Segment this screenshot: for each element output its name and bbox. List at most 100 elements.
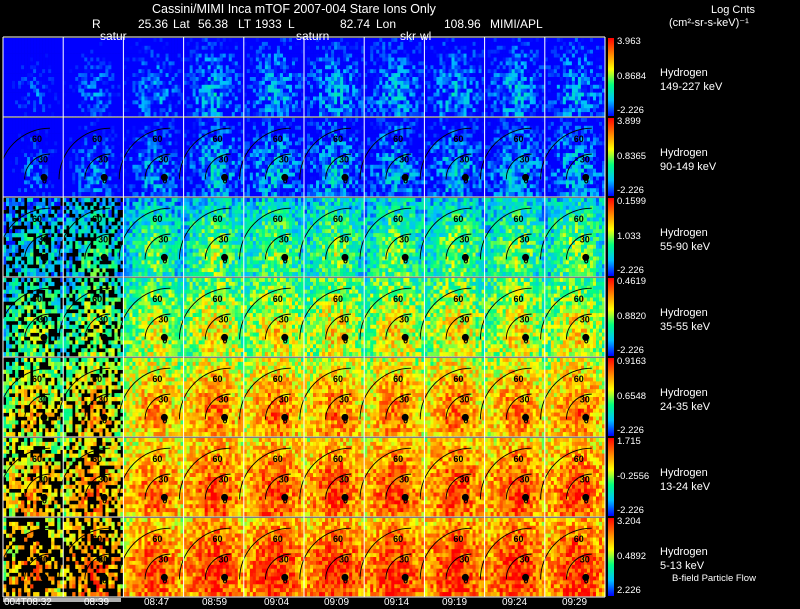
cbar-max-3: 0.4619 xyxy=(617,277,646,287)
contour-label: 30 xyxy=(279,235,289,245)
contour-label: 30 xyxy=(38,475,48,485)
cbar-max-2: 0.1599 xyxy=(617,197,646,207)
colorbar-1 xyxy=(608,118,614,196)
cbar-min-0: -2.226 xyxy=(617,106,644,116)
contour-label: 60 xyxy=(453,374,463,384)
time-label-7: 09:19 xyxy=(442,597,467,608)
cbar-min-2: -2.226 xyxy=(617,266,644,276)
contour-label: 60 xyxy=(574,534,584,544)
contour-label: 0 xyxy=(463,255,468,265)
row-species-6: Hydrogen xyxy=(660,546,708,559)
contour-label: 30 xyxy=(339,395,349,405)
contour-label: 30 xyxy=(399,475,409,485)
lat-label: Lat xyxy=(173,18,190,31)
contour-label: 30 xyxy=(279,395,289,405)
contour-label: 60 xyxy=(213,214,223,224)
contour-label: 60 xyxy=(453,214,463,224)
contour-label: 0 xyxy=(584,495,589,505)
contour-label: 60 xyxy=(32,134,42,144)
contour-label: 30 xyxy=(520,155,530,165)
contour-label: 60 xyxy=(514,214,524,224)
contour-label: 60 xyxy=(333,374,343,384)
time-label-5: 09:09 xyxy=(324,597,349,608)
l-value: 82.74 xyxy=(340,18,370,31)
contour-label: 30 xyxy=(219,315,229,325)
contour-label: 60 xyxy=(453,294,463,304)
contour-label: 60 xyxy=(32,534,42,544)
contour-label: 30 xyxy=(520,555,530,565)
cbar-mid-1: 0.8365 xyxy=(617,152,646,162)
contour-label: 30 xyxy=(38,235,48,245)
contour-label: 30 xyxy=(279,475,289,485)
contour-label: 60 xyxy=(393,454,403,464)
lt-label: LT xyxy=(238,18,251,31)
units-title: Log Cnts xyxy=(711,4,755,17)
contour-label: 60 xyxy=(333,134,343,144)
contour-label: 0 xyxy=(223,415,228,425)
cbar-mid-6: 0.4892 xyxy=(617,552,646,562)
time-label-9: 09:29 xyxy=(562,597,587,608)
contour-label: 60 xyxy=(213,134,223,144)
cbar-min-5: -2.226 xyxy=(617,506,644,516)
row-species-1: Hydrogen xyxy=(660,147,708,160)
row-energy-2: 55-90 keV xyxy=(660,241,710,254)
contour-label: 60 xyxy=(393,534,403,544)
contour-label: 0 xyxy=(283,175,288,185)
contour-label: 30 xyxy=(98,475,108,485)
contour-label: 30 xyxy=(38,395,48,405)
row-species-4: Hydrogen xyxy=(660,387,708,400)
contour-label: 60 xyxy=(32,294,42,304)
contour-label: 0 xyxy=(463,575,468,585)
contour-label: 0 xyxy=(283,255,288,265)
contour-label: 0 xyxy=(463,415,468,425)
contour-label: 60 xyxy=(514,134,524,144)
contour-label: 30 xyxy=(459,315,469,325)
row-species-3: Hydrogen xyxy=(660,307,708,320)
contour-label: 0 xyxy=(102,255,107,265)
marker-satur: satur xyxy=(100,30,127,43)
contour-label: 30 xyxy=(339,235,349,245)
contour-label: 60 xyxy=(92,534,102,544)
contour-label: 0 xyxy=(343,495,348,505)
contour-label: 60 xyxy=(213,534,223,544)
contour-label: 60 xyxy=(92,454,102,464)
row-energy-3: 35-55 keV xyxy=(660,321,710,334)
contour-label: 30 xyxy=(520,475,530,485)
contour-label: 0 xyxy=(343,255,348,265)
contour-label: 30 xyxy=(279,555,289,565)
contour-label: 60 xyxy=(152,374,162,384)
contour-label: 30 xyxy=(580,555,590,565)
lt-value: 1933 xyxy=(255,18,282,31)
row-species-5: Hydrogen xyxy=(660,467,708,480)
image-row-6: 60 30 0 60 30 0 60 30 0 60 30 0 60 30 0 60 30 0 60 30 0 60 30 0… xyxy=(0,518,606,597)
contour-label: 60 xyxy=(393,374,403,384)
contour-label: 0 xyxy=(162,335,167,345)
contour-label: 60 xyxy=(32,374,42,384)
contour-label: 30 xyxy=(158,235,168,245)
contour-label: 0 xyxy=(162,175,167,185)
contour-label: 0 xyxy=(42,335,47,345)
units-label: (cm²-sr-s-keV)⁻¹ xyxy=(669,17,749,30)
cbar-min-1: -2.226 xyxy=(617,186,644,196)
contour-label: 0 xyxy=(223,335,228,345)
image-row-1: 60 30 0 60 30 0 60 30 0 60 30 0 60 30 0 60 30 0 60 30 0 60 30 0… xyxy=(0,118,606,197)
contour-label: 60 xyxy=(213,294,223,304)
contour-label: 30 xyxy=(158,555,168,565)
contour-label: 0 xyxy=(102,575,107,585)
contour-label: 30 xyxy=(158,395,168,405)
contour-label: 0 xyxy=(162,415,167,425)
contour-label: 30 xyxy=(38,555,48,565)
cbar-max-5: 1.715 xyxy=(617,437,641,447)
image-row-4: 60 30 0 60 30 0 60 30 0 60 30 0 60 30 0 60 30 0 60 30 0 60 30 0… xyxy=(0,358,606,437)
lon-label: Lon xyxy=(376,18,396,31)
contour-label: 60 xyxy=(333,214,343,224)
cbar-min-6: 2.226 xyxy=(617,586,641,596)
contour-label: 0 xyxy=(343,335,348,345)
contour-label: 60 xyxy=(32,214,42,224)
image-row-5: 60 30 0 60 30 0 60 30 0 60 30 0 60 30 0 60 30 0 60 30 0 60 30 0… xyxy=(0,438,606,517)
contour-label: 0 xyxy=(463,495,468,505)
contour-label: 30 xyxy=(399,395,409,405)
contour-label: 0 xyxy=(403,415,408,425)
contour-label: 30 xyxy=(98,155,108,165)
contour-label: 0 xyxy=(403,175,408,185)
